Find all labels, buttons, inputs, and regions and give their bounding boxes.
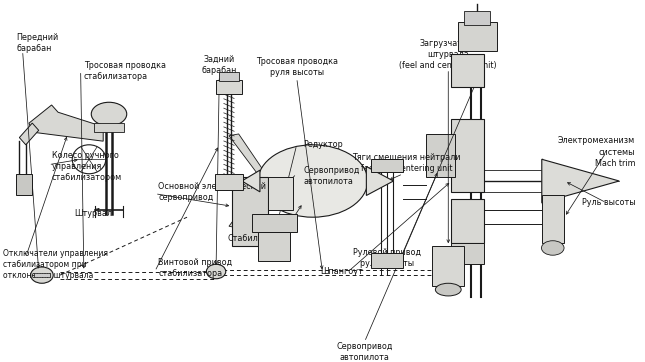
Text: Тросовая проводка
стабилизатора: Тросовая проводка стабилизатора (84, 60, 166, 81)
FancyBboxPatch shape (268, 177, 293, 210)
FancyBboxPatch shape (426, 134, 455, 177)
FancyBboxPatch shape (464, 11, 490, 25)
Text: Сервопривод
автопилота: Сервопривод автопилота (303, 165, 359, 186)
Text: Винтовой привод
стабилизатора: Винтовой привод стабилизатора (158, 258, 232, 278)
Ellipse shape (541, 241, 564, 255)
Polygon shape (229, 188, 264, 228)
Text: Загрузчатель
штурвала
(feel and centering unit): Загрузчатель штурвала (feel and centerin… (399, 39, 497, 70)
Polygon shape (29, 105, 103, 141)
Polygon shape (229, 134, 264, 174)
Ellipse shape (31, 267, 53, 283)
FancyBboxPatch shape (432, 246, 464, 286)
Text: Стабилизатор: Стабилизатор (228, 235, 288, 243)
Text: Руль высоты: Руль высоты (582, 198, 635, 207)
FancyBboxPatch shape (451, 199, 484, 243)
FancyBboxPatch shape (451, 243, 484, 264)
Text: Сервопривод
автопилота: Сервопривод автопилота (336, 342, 393, 362)
FancyBboxPatch shape (458, 22, 497, 51)
Polygon shape (19, 123, 39, 145)
FancyBboxPatch shape (16, 174, 32, 195)
FancyBboxPatch shape (216, 80, 242, 94)
Ellipse shape (92, 102, 126, 126)
FancyBboxPatch shape (371, 253, 403, 268)
FancyBboxPatch shape (219, 72, 239, 81)
FancyBboxPatch shape (252, 214, 297, 232)
Text: Тросовая проводка
руля высоты: Тросовая проводка руля высоты (255, 57, 338, 77)
Ellipse shape (258, 145, 368, 217)
FancyBboxPatch shape (34, 273, 50, 277)
Text: Редуктор: Редуктор (303, 140, 343, 149)
Ellipse shape (206, 264, 226, 279)
Polygon shape (366, 167, 393, 195)
FancyBboxPatch shape (215, 174, 243, 190)
FancyBboxPatch shape (371, 159, 403, 172)
Text: Основной электрический
сервопривод: Основной электрический сервопривод (158, 182, 266, 202)
Text: Колесо ручного
управления
стабилизатором: Колесо ручного управления стабилизатором (52, 151, 122, 182)
FancyBboxPatch shape (451, 119, 484, 192)
Text: Задний
барабан: Задний барабан (202, 55, 237, 75)
Text: Электромеханизм
системы
Mach trim: Электромеханизм системы Mach trim (558, 136, 635, 168)
Polygon shape (542, 159, 619, 203)
Text: Отключатели управления
стабилизатором при
отклонении штурвала: Отключатели управления стабилизатором пр… (3, 249, 108, 280)
FancyBboxPatch shape (232, 177, 268, 246)
Text: Шпангоут: Шпангоут (321, 267, 363, 276)
Text: Штурвал: Штурвал (74, 209, 112, 218)
FancyBboxPatch shape (94, 123, 124, 132)
FancyBboxPatch shape (542, 195, 564, 243)
FancyBboxPatch shape (451, 54, 484, 87)
Polygon shape (242, 170, 260, 192)
Text: Рулевой привод
руля высоты: Рулевой привод руля высоты (353, 248, 421, 268)
Ellipse shape (435, 283, 461, 296)
FancyBboxPatch shape (258, 232, 290, 261)
Text: Тяги смещения нейтрали
feel and centering unit: Тяги смещения нейтрали feel and centerin… (352, 153, 461, 173)
Text: Передний
барабан: Передний барабан (16, 33, 59, 54)
